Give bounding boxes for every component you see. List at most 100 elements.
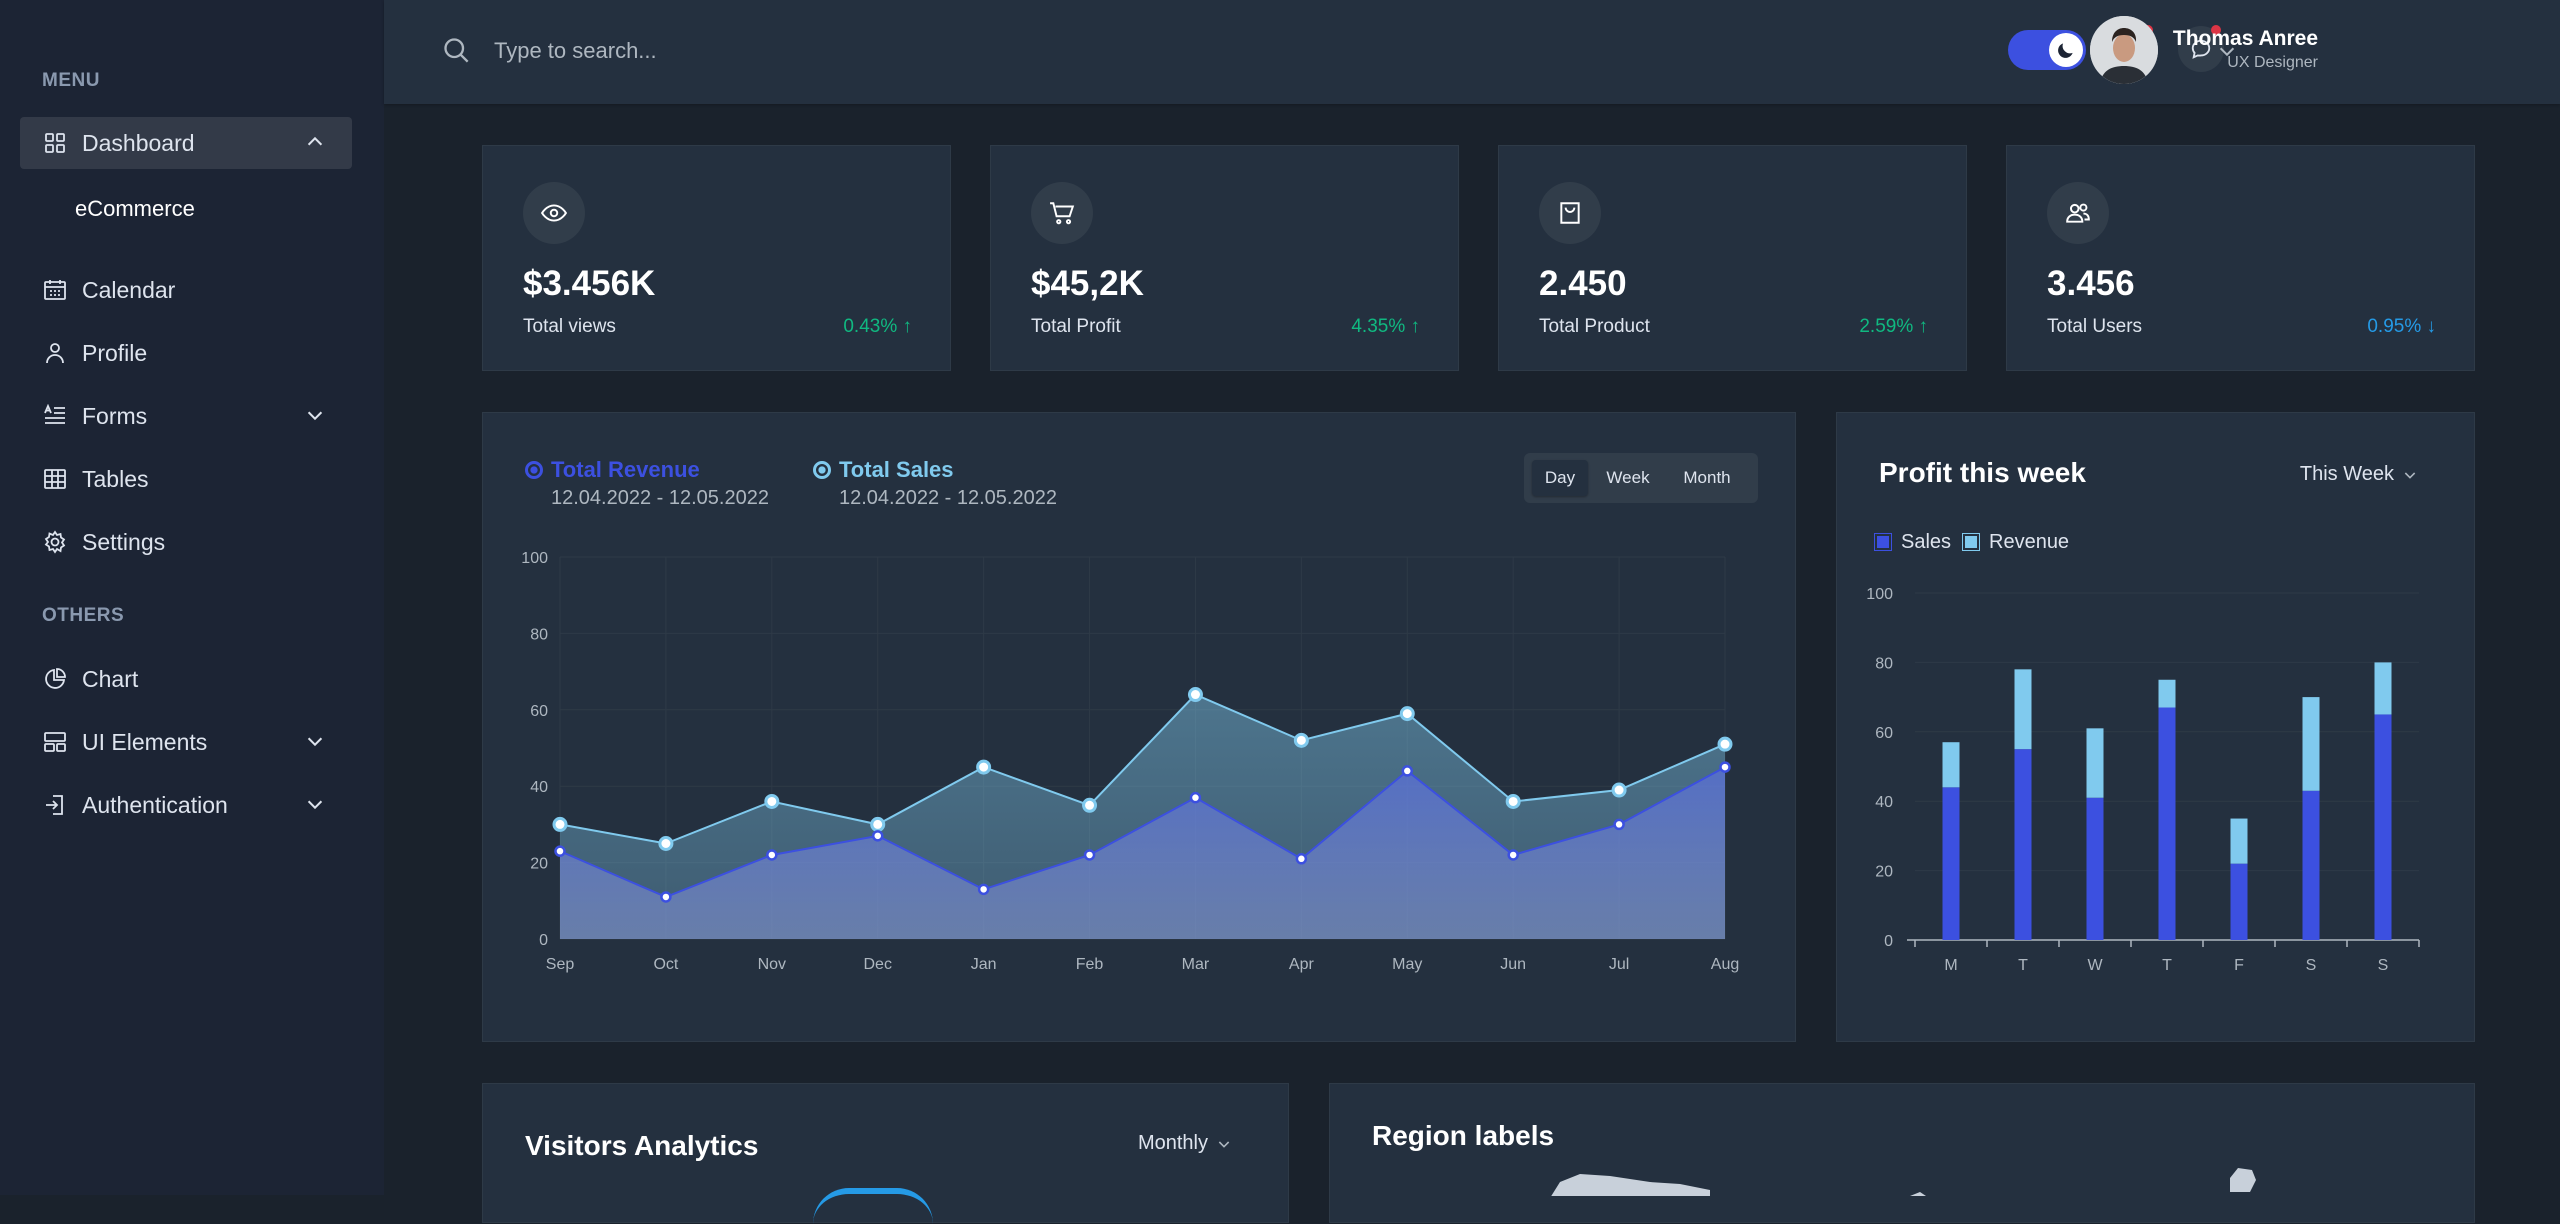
stat-card-users: 3.456 Total Users 0.95% ↓ — [2006, 145, 2475, 371]
data-point — [1505, 793, 1521, 809]
sidebar-item-label: Settings — [82, 528, 166, 555]
data-point — [1082, 797, 1098, 813]
card-title: Visitors Analytics — [525, 1130, 759, 1161]
sidebar-subitem-ecommerce[interactable]: eCommerce — [75, 196, 195, 221]
sidebar-item-label: UI Elements — [82, 728, 208, 755]
chevron-down-icon[interactable] — [304, 793, 326, 815]
bar-sales — [2014, 749, 2032, 940]
sidebar-item-dashboard[interactable]: Dashboard — [20, 117, 352, 169]
chat-icon — [2191, 39, 2211, 59]
data-point — [1401, 765, 1414, 777]
data-point — [1295, 853, 1308, 865]
legend-title: Total Sales — [839, 457, 954, 482]
bag-icon — [1539, 182, 1601, 244]
sidebar-item-forms[interactable]: Forms — [20, 390, 352, 442]
chevron-down-icon — [1218, 1141, 1230, 1148]
card-title: Region labels — [1372, 1120, 1555, 1151]
user-role: UX Designer — [2227, 54, 2318, 71]
stat-change: 0.43% ↑ — [843, 316, 912, 337]
chevron-down-icon[interactable] — [304, 404, 326, 426]
series-line-revenue — [559, 766, 1726, 899]
sidebar-item-label: Forms — [82, 402, 148, 429]
x-tick-label: Jul — [1609, 956, 1629, 973]
stat-label: Total Users — [2047, 316, 2143, 337]
legend-sales[interactable]: Sales — [1874, 531, 1952, 554]
stat-label: Total views — [523, 316, 616, 337]
search-icon[interactable] — [442, 36, 470, 64]
sidebar-item-calendar[interactable]: Calendar — [20, 264, 352, 316]
sidebar-item-label: Authentication — [82, 791, 228, 818]
x-tick-label: T — [2018, 957, 2028, 974]
card-title: Profit this week — [1879, 457, 2086, 488]
data-point — [554, 845, 566, 857]
messages-button[interactable] — [2178, 25, 2224, 72]
revenue-chart-card: Total Revenue 12.04.2022 - 12.05.2022 To… — [482, 412, 1796, 1042]
dropdown-value: Monthly — [1137, 1132, 1208, 1154]
stat-change: 2.59% ↑ — [1859, 316, 1928, 337]
top-header: Thomas Anree UX Designer — [384, 0, 2560, 104]
data-point — [552, 816, 568, 832]
data-point — [1187, 687, 1203, 703]
tab-week[interactable]: Week — [1606, 468, 1650, 487]
stat-card-views: $3.456K Total views 0.43% ↑ — [482, 145, 951, 371]
bar-revenue — [2014, 669, 2032, 750]
menu-section-label: MENU — [42, 70, 100, 91]
y-tick-label: 0 — [539, 932, 548, 949]
bar-sales — [2086, 797, 2104, 940]
data-point — [660, 891, 672, 903]
sidebar-item-tables[interactable]: Tables — [20, 453, 352, 505]
sidebar-item-ui-elements[interactable]: UI Elements — [20, 716, 352, 768]
stat-change: 0.95% ↓ — [2367, 316, 2436, 337]
legend-title: Total Revenue — [551, 457, 700, 482]
user-icon — [42, 340, 68, 366]
chevron-down-icon[interactable] — [2216, 40, 2238, 62]
series-area-revenue — [560, 767, 1725, 939]
x-tick-label: Sep — [546, 956, 575, 973]
bar-sales — [2302, 790, 2320, 940]
moon-icon — [2058, 43, 2073, 58]
series-line-sales — [559, 693, 1726, 845]
y-tick-label: 20 — [1875, 864, 1893, 881]
y-tick-label: 40 — [530, 779, 548, 796]
users-icon — [2047, 182, 2109, 244]
stat-change: 4.35% ↑ — [1351, 316, 1420, 337]
chevron-up-icon[interactable] — [304, 131, 326, 153]
sidebar-item-chart[interactable]: Chart — [20, 653, 352, 705]
sidebar-item-profile[interactable]: Profile — [20, 327, 352, 379]
bar-revenue — [2086, 728, 2104, 798]
sidebar-item-label: Tables — [82, 465, 149, 492]
toggle-knob — [2049, 33, 2083, 67]
x-tick-label: F — [2234, 957, 2244, 974]
period-tabs: Day Week Month — [1524, 453, 1758, 503]
stat-value: $45,2K — [1031, 264, 1144, 303]
y-tick-label: 100 — [521, 550, 548, 567]
tab-day[interactable]: Day — [1532, 460, 1588, 496]
profit-chart-card: Profit this week This Week Sales Revenue… — [1836, 412, 2475, 1042]
chevron-down-icon[interactable] — [304, 730, 326, 752]
period-dropdown[interactable]: Monthly — [1138, 1132, 1232, 1155]
donut-chart-arc — [813, 1188, 933, 1224]
sign-in-icon — [42, 792, 68, 818]
sidebar-item-settings[interactable]: Settings — [20, 516, 352, 568]
sidebar-item-label: Calendar — [82, 276, 176, 303]
bar-sales — [2374, 714, 2392, 940]
y-tick-label: 60 — [1875, 725, 1893, 742]
stat-value: 3.456 — [2047, 264, 2135, 303]
legend-label: Sales — [1901, 531, 1952, 553]
avatar[interactable] — [2090, 16, 2158, 84]
world-map — [1551, 1168, 2256, 1196]
period-dropdown[interactable]: This Week — [2300, 463, 2418, 486]
data-point — [764, 793, 780, 809]
bar-sales — [2158, 707, 2176, 940]
legend-marker — [1874, 533, 1892, 551]
bar-revenue — [1942, 742, 1960, 788]
data-point — [766, 849, 778, 861]
sidebar-item-authentication[interactable]: Authentication — [20, 779, 352, 831]
tab-month[interactable]: Month — [1683, 468, 1731, 487]
map-region — [1551, 1174, 1710, 1196]
sidebar-item-label: Chart — [82, 665, 139, 692]
search-input[interactable] — [492, 30, 996, 72]
dark-mode-toggle[interactable] — [2008, 30, 2086, 70]
legend-revenue[interactable]: Revenue — [1962, 531, 2069, 554]
stat-value: 2.450 — [1539, 264, 1627, 303]
